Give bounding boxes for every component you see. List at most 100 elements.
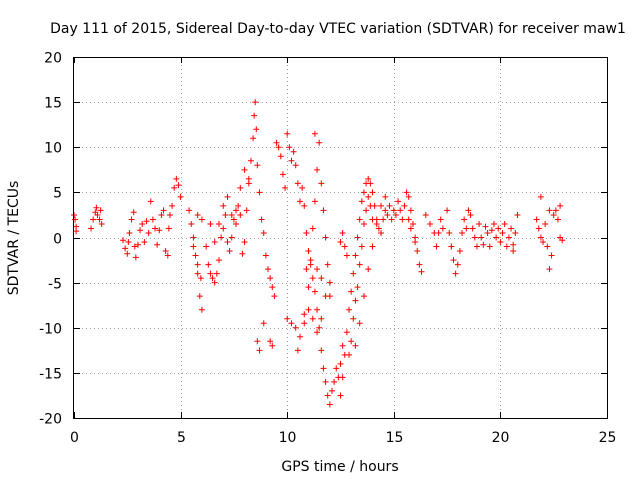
data-point: [435, 229, 442, 236]
data-point: [311, 288, 318, 295]
data-point: [277, 153, 284, 160]
data-point: [294, 180, 301, 187]
data-point: [90, 216, 97, 223]
data-point: [96, 216, 103, 223]
data-point: [476, 220, 483, 227]
data-point: [228, 234, 235, 241]
data-point: [256, 347, 263, 354]
chart-title: Day 111 of 2015, Sidereal Day-to-day VTE…: [50, 21, 626, 37]
data-point: [197, 275, 204, 282]
data-point: [154, 241, 161, 248]
data-point: [427, 220, 434, 227]
data-point: [260, 229, 267, 236]
data-point: [544, 243, 551, 250]
data-point: [160, 207, 167, 214]
data-point: [480, 241, 487, 248]
data-point: [471, 234, 478, 241]
data-point: [388, 216, 395, 223]
data-point: [356, 320, 363, 327]
data-point: [459, 229, 466, 236]
data-point: [299, 184, 306, 191]
x-tick-label: 5: [177, 430, 186, 446]
data-point: [352, 252, 359, 259]
data-point: [331, 378, 338, 385]
data-point: [141, 239, 148, 246]
data-point: [467, 211, 474, 218]
y-tick-label: -5: [48, 277, 62, 293]
data-point: [130, 209, 137, 216]
data-point: [350, 315, 357, 322]
data-point: [501, 220, 508, 227]
data-point: [169, 202, 176, 209]
data-point: [386, 202, 393, 209]
data-point: [314, 329, 321, 336]
data-point: [247, 157, 254, 164]
data-point: [324, 261, 331, 268]
data-point: [194, 261, 201, 268]
data-point: [288, 157, 295, 164]
data-point: [284, 130, 291, 137]
data-point: [192, 252, 199, 259]
data-point: [433, 243, 440, 250]
data-point: [333, 365, 340, 372]
data-point: [354, 284, 361, 291]
data-point: [320, 365, 327, 372]
data-point: [269, 284, 276, 291]
data-point: [143, 218, 150, 225]
data-point: [493, 234, 500, 241]
data-point: [309, 315, 316, 322]
data-point: [369, 189, 376, 196]
data-point: [318, 347, 325, 354]
data-point: [373, 220, 380, 227]
data-point: [444, 207, 451, 214]
x-tick-label: 10: [279, 430, 297, 446]
data-point: [343, 252, 350, 259]
data-point: [324, 392, 331, 399]
data-point: [188, 220, 195, 227]
data-point: [346, 306, 353, 313]
data-point: [422, 211, 429, 218]
data-point: [237, 211, 244, 218]
data-point: [318, 180, 325, 187]
y-tick-label: 15: [44, 96, 62, 112]
data-point: [88, 225, 95, 232]
data-point: [301, 202, 308, 209]
data-point: [392, 211, 399, 218]
data-point: [510, 248, 517, 255]
data-point: [510, 241, 517, 248]
data-point: [360, 189, 367, 196]
data-point: [305, 284, 312, 291]
data-point: [486, 243, 493, 250]
data-point: [137, 227, 144, 234]
data-point: [165, 225, 172, 232]
x-axis-label: GPS time / hours: [281, 459, 398, 475]
data-point: [269, 342, 276, 349]
data-point: [284, 315, 291, 322]
grid: [74, 57, 607, 418]
data-point: [554, 216, 561, 223]
data-point: [367, 180, 374, 187]
data-point: [132, 254, 139, 261]
data-point: [369, 216, 376, 223]
data-point: [497, 239, 504, 246]
data-point: [224, 193, 231, 200]
data-point: [252, 99, 259, 106]
y-tick-label: -20: [39, 412, 62, 428]
data-point: [258, 216, 265, 223]
data-point: [390, 207, 397, 214]
data-point: [348, 338, 355, 345]
data-point: [209, 275, 216, 282]
data-point: [535, 225, 542, 232]
data-point: [237, 184, 244, 191]
data-point: [94, 211, 101, 218]
data-point: [158, 211, 165, 218]
x-tick-label: 20: [492, 430, 510, 446]
data-point: [405, 216, 412, 223]
data-point: [326, 279, 333, 286]
data-point: [271, 293, 278, 300]
data-point: [465, 207, 472, 214]
data-point: [495, 225, 502, 232]
data-point: [175, 182, 182, 189]
data-point: [378, 229, 385, 236]
data-point: [512, 229, 519, 236]
